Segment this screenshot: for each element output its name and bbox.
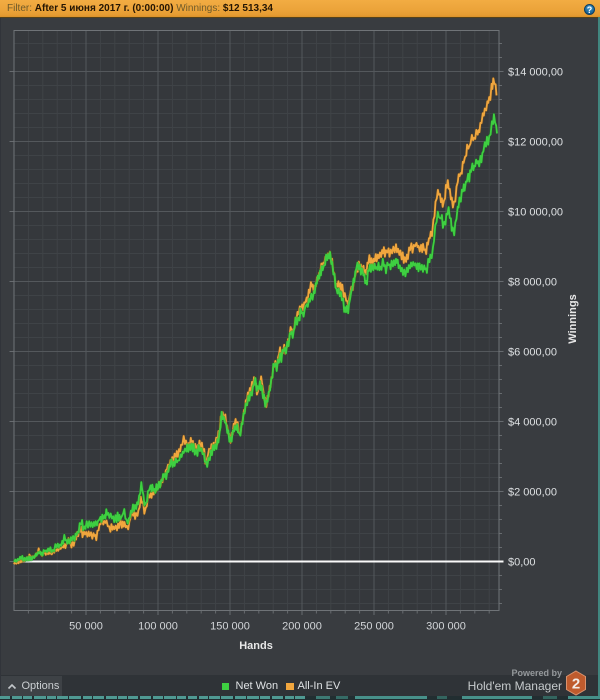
- svg-text:Winnings: Winnings: [567, 294, 579, 343]
- svg-text:250 000: 250 000: [354, 621, 394, 633]
- svg-text:$2 000,00: $2 000,00: [508, 487, 557, 499]
- svg-text:$0,00: $0,00: [508, 557, 536, 569]
- svg-text:2: 2: [572, 676, 580, 693]
- svg-text:300 000: 300 000: [426, 621, 466, 633]
- svg-text:$12 000,00: $12 000,00: [508, 137, 563, 149]
- svg-text:$4 000,00: $4 000,00: [508, 417, 557, 429]
- svg-text:150 000: 150 000: [210, 621, 250, 633]
- svg-text:$8 000,00: $8 000,00: [508, 277, 557, 289]
- svg-text:$14 000,00: $14 000,00: [508, 67, 563, 79]
- svg-text:Hands: Hands: [239, 640, 273, 652]
- svg-text:100 000: 100 000: [138, 621, 178, 633]
- svg-text:$6 000,00: $6 000,00: [508, 347, 557, 359]
- svg-text:50 000: 50 000: [69, 621, 103, 633]
- svg-text:200 000: 200 000: [282, 621, 322, 633]
- svg-text:$10 000,00: $10 000,00: [508, 207, 563, 219]
